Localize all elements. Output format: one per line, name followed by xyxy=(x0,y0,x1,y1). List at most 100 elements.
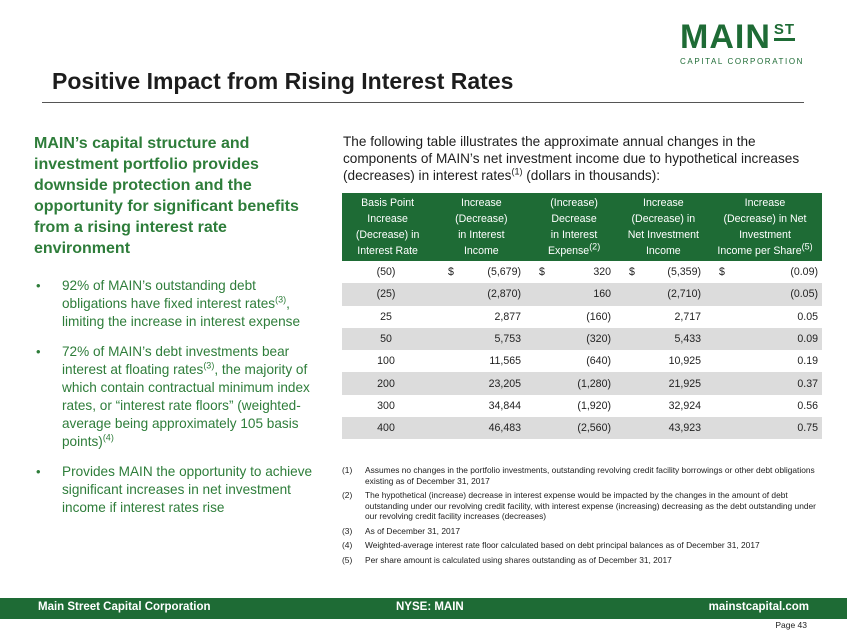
cell-value: 46,483 xyxy=(488,422,521,435)
header-line: (Decrease) in xyxy=(631,213,696,225)
cell-value: 2,877 xyxy=(494,310,521,323)
table-cell: 25 xyxy=(342,311,430,323)
table-cell: 160 xyxy=(527,288,617,300)
cell-value: 5,753 xyxy=(494,333,521,346)
table-cell: 400 xyxy=(342,422,430,434)
logo-subtitle: CAPITAL CORPORATION xyxy=(680,57,805,66)
table-cell: (1,920) xyxy=(527,400,617,412)
footnote-number: (3) xyxy=(342,525,353,536)
table-cell: 0.05 xyxy=(707,311,822,323)
currency-symbol xyxy=(719,333,727,345)
table-cell: 100 xyxy=(342,355,430,367)
currency-symbol xyxy=(629,400,637,412)
table-cell: 0.37 xyxy=(707,378,822,390)
header-line: Income xyxy=(463,245,499,257)
bullet-text: 72% of MAIN’s debt investments bear inte… xyxy=(62,344,290,377)
footnote-item: (1) Assumes no changes in the portfolio i… xyxy=(342,465,827,486)
header-line: Basis Point xyxy=(361,197,415,209)
table-header: Basis Point Increase (Decrease) in Inter… xyxy=(342,193,822,261)
footnote-text: Weighted-average interest rate floor cal… xyxy=(365,540,760,550)
currency-symbol xyxy=(539,311,547,323)
currency-symbol xyxy=(629,288,637,300)
cell-value: (25) xyxy=(376,288,396,301)
table-intro: The following table illustrates the appr… xyxy=(343,133,813,184)
table-cell: 0.56 xyxy=(707,400,822,412)
table-row: 400 46,483 (2,560) 43,923 0.75 xyxy=(342,417,822,440)
table-cell: $ (0.09) xyxy=(707,266,822,278)
currency-symbol: $ xyxy=(539,266,545,279)
currency-symbol xyxy=(539,422,547,434)
table-cell: 5,433 xyxy=(617,333,707,345)
currency-symbol xyxy=(448,311,456,323)
page-number: Page 43 xyxy=(775,620,807,630)
footnote-item: (3) As of December 31, 2017 xyxy=(342,526,827,537)
header-line: Expense xyxy=(547,245,590,257)
table-row: 100 11,565 (640) 10,925 0.19 xyxy=(342,350,822,372)
cell-value: 400 xyxy=(377,422,395,435)
table-row: 300 34,844 (1,920) 32,924 0.56 xyxy=(342,395,822,417)
currency-symbol xyxy=(539,378,547,390)
cell-value: 21,925 xyxy=(668,377,701,390)
currency-symbol xyxy=(448,422,456,434)
table-cell: (2,710) xyxy=(617,288,707,300)
table-cell: 200 xyxy=(342,378,430,390)
currency-symbol xyxy=(539,400,547,412)
currency-symbol xyxy=(539,288,547,300)
table-cell: (160) xyxy=(527,311,617,323)
cell-value: 25 xyxy=(380,310,392,323)
footnote-text: The hypothetical (increase) decrease in … xyxy=(365,490,816,521)
table-row: (25) (2,870) 160 (2,710) (0.05) xyxy=(342,283,822,306)
table-cell: 2,717 xyxy=(617,311,707,323)
cell-value: 0.37 xyxy=(797,377,818,390)
footer-ticker: NYSE: MAIN xyxy=(396,601,464,613)
cell-value: (0.05) xyxy=(790,288,818,301)
currency-symbol xyxy=(448,288,456,300)
cell-value: (2,870) xyxy=(487,288,521,301)
header-nii-per-share: Increase (Decrease) in Net Investment In… xyxy=(708,193,822,261)
header-line: Increase xyxy=(367,213,408,225)
footnote-ref: (3) xyxy=(203,360,215,371)
currency-symbol xyxy=(629,311,637,323)
logo-st-text: ST xyxy=(773,22,796,41)
table-row: 25 2,877 (160) 2,717 0.05 xyxy=(342,306,822,328)
cell-value: 160 xyxy=(593,288,611,301)
currency-symbol xyxy=(719,288,727,300)
bullet-text: Provides MAIN the opportunity to achieve… xyxy=(62,464,313,515)
cell-value: (1,920) xyxy=(577,399,611,412)
table-cell: (1,280) xyxy=(527,378,617,390)
cell-value: 34,844 xyxy=(488,399,521,412)
header-line: Income per Share xyxy=(717,245,802,257)
interest-rate-sensitivity-table: Basis Point Increase (Decrease) in Inter… xyxy=(342,193,822,440)
footnote-ref: (1) xyxy=(511,166,523,177)
cell-value: 0.05 xyxy=(797,310,818,323)
cell-value: (320) xyxy=(586,333,611,346)
footnote-number: (5) xyxy=(342,554,353,565)
logo-main-text: MAIN xyxy=(680,18,771,56)
table-cell: 0.19 xyxy=(707,355,822,367)
footnotes: (1) Assumes no changes in the portfolio i… xyxy=(342,465,827,569)
currency-symbol xyxy=(629,355,637,367)
table-cell: (640) xyxy=(527,355,617,367)
bullet-item-floating-rates: • 72% of MAIN’s debt investments bear in… xyxy=(34,343,319,451)
cell-value: (1,280) xyxy=(577,377,611,390)
header-line: (Decrease) in xyxy=(355,229,420,241)
logo-wordmark: MAIN ST xyxy=(680,20,825,54)
header-line: Income xyxy=(645,245,681,257)
cell-value: 320 xyxy=(593,266,611,279)
cell-value: 10,925 xyxy=(668,355,701,368)
table-cell: 23,205 xyxy=(430,378,527,390)
table-cell: 11,565 xyxy=(430,355,527,367)
cell-value: 0.56 xyxy=(797,399,818,412)
header-interest-expense: (Increase) Decrease in Interest Expense(… xyxy=(529,193,618,261)
cell-value: 50 xyxy=(380,333,392,346)
cell-value: 23,205 xyxy=(488,377,521,390)
header-line: (Increase) xyxy=(550,197,598,209)
table-cell: 46,483 xyxy=(430,422,527,434)
table-cell: $ (5,359) xyxy=(617,266,707,278)
footnote-text: Assumes no changes in the portfolio inve… xyxy=(365,465,815,486)
header-line: Decrease xyxy=(551,213,597,225)
table-cell: 21,925 xyxy=(617,378,707,390)
table-cell: $ (5,679) xyxy=(430,266,527,278)
cell-value: 43,923 xyxy=(668,422,701,435)
currency-symbol xyxy=(539,355,547,367)
